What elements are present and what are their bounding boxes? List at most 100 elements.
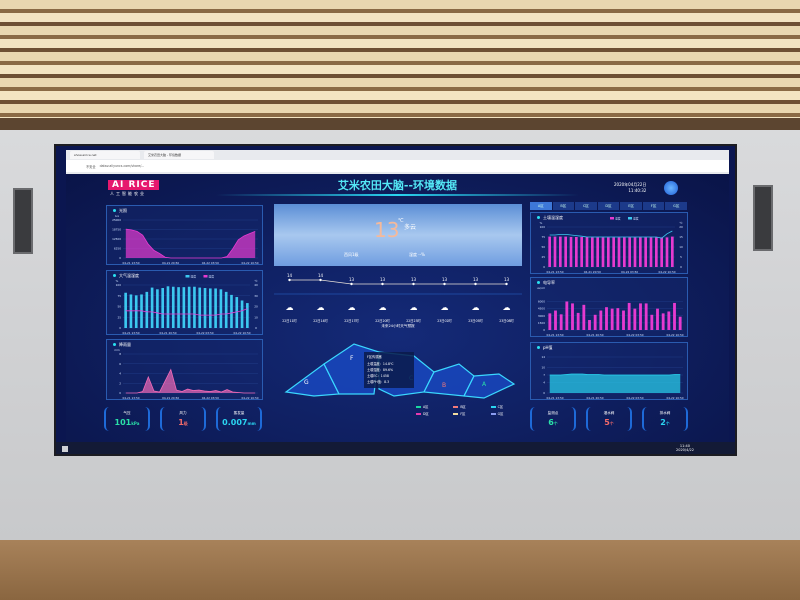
zone-tab[interactable]: G区: [665, 202, 689, 210]
bar: [193, 286, 196, 328]
zone-tab[interactable]: D区: [597, 202, 621, 210]
x-tick-label: 04-21 13:50: [546, 333, 563, 337]
forecast-point: [505, 282, 508, 286]
x-tick-label: 04-21 20:50: [162, 396, 179, 400]
browser-chrome: show.airice.net 艾米农田大脑 - 环境数据 不安全 datav.a…: [66, 150, 729, 174]
series-line: [549, 373, 681, 376]
y-tick-label: 4500: [538, 307, 545, 311]
atmos-chart: 0 25 50 75 100% 0 10 20 30 40℃ 04-21 13:50 04-21 20…: [116, 275, 258, 336]
y2-tick-label: 40: [254, 283, 258, 287]
panel-ec: 电导率 0 1500 3000 4500 6000 us/cm 04-21 13:50 04-2…: [530, 277, 688, 337]
bar: [596, 237, 599, 267]
address-bar[interactable]: 不安全 datav.aliyuncs.com/share/...: [66, 160, 729, 172]
forecast-point: [474, 282, 477, 286]
bar: [660, 237, 663, 267]
x-tick-label: 04-22 03:50: [626, 333, 643, 337]
bar: [639, 303, 642, 330]
globe-icon: [664, 181, 678, 195]
bar: [655, 237, 658, 267]
bar: [240, 300, 244, 328]
x-tick-label: 04-21 20:50: [586, 333, 603, 337]
tooltip-line: 土壤温度：14.8℃: [367, 361, 394, 366]
weather-desc: 多云: [404, 224, 417, 231]
x-tick-label: 04-22 03:50: [202, 396, 219, 400]
y2-tick-label: 10: [679, 245, 683, 249]
datetime: 2020年04月22日 11:40:32: [614, 182, 646, 193]
stat-unit: 个: [609, 421, 614, 426]
forecast-time: 23日02时: [437, 318, 452, 323]
legend-swatch: [610, 217, 614, 220]
zone-tab[interactable]: A区: [530, 202, 553, 210]
forecast-temp: 14: [318, 273, 324, 278]
taskbar: 11:40 2020/4/22: [56, 442, 735, 454]
y-axis-unit: us/cm: [537, 286, 546, 290]
cloudy-icon: ☁: [348, 303, 356, 312]
bar: [601, 237, 605, 267]
y-tick-label: 2: [119, 381, 121, 385]
zone-a[interactable]: [463, 373, 516, 399]
bar: [580, 237, 583, 267]
legend-label: A区: [423, 405, 429, 409]
bar: [161, 288, 165, 328]
y-tick-label: 6000: [538, 300, 545, 304]
humidity-text: 湿度 --%: [409, 252, 425, 257]
y-tick-label: 50: [541, 245, 545, 249]
bar: [569, 237, 573, 267]
zone-tab[interactable]: F区: [642, 202, 666, 210]
stat-value-wrap: 101kPa: [106, 418, 148, 427]
bar: [627, 302, 631, 330]
stat-label: 灌水阀: [603, 411, 615, 415]
legend-swatch: [416, 412, 421, 415]
video-wall-screen: show.airice.net 艾米农田大脑 - 环境数据 不安全 datav.a…: [54, 144, 737, 456]
y2-tick-label: 15: [679, 235, 683, 239]
zone-tabs: A区 B区 C区 D区 E区 F区 G区: [530, 202, 689, 210]
forecast-chart: 14 ☁ 22日11时 14 ☁ 22日14时 13 ☁ 22日17时 13 ☁ 22日20时 13 ☁ 2…: [274, 273, 522, 323]
y-tick-label: 7: [543, 373, 545, 377]
zone-tab[interactable]: B区: [552, 202, 576, 210]
y-tick-label: 100: [116, 283, 122, 287]
panel-atmos: 大气温湿度 0 25 50 75 100% 0 10 20 30 40 ℃ 04-21 13:50 04-…: [106, 270, 263, 335]
browser-tab-active[interactable]: 艾米农田大脑 - 环境数据: [144, 151, 214, 159]
forecast-time: 22日11时: [282, 318, 297, 323]
legend-swatch: [185, 275, 190, 278]
y-tick-label: 10: [541, 365, 545, 369]
rain-chart: 0 2 4 6 8mm 04-21 13:50 04-21 20:50 04-22 03:50…: [114, 348, 258, 400]
bar: [607, 237, 610, 267]
ceiling-slats: [0, 0, 800, 128]
tooltip-line: 土壤湿度：89.6%: [367, 367, 393, 372]
browser-tab[interactable]: show.airice.net: [70, 151, 140, 159]
bar: [591, 237, 594, 267]
stat-card: 灌水阀 5个: [586, 407, 632, 431]
stat-value: 5: [604, 418, 610, 427]
bar: [605, 307, 608, 330]
forecast-temp: 13: [442, 277, 448, 282]
stat-value: 2: [660, 418, 666, 427]
panel-light: 光照 0 6250 12500 18750 25000 lux 04-21 13:50 04-2…: [106, 205, 263, 265]
legend-label: G区: [497, 412, 504, 416]
windows-start-icon[interactable]: [62, 446, 68, 452]
x-tick-label: 04-22 03:50: [196, 331, 213, 335]
legend-item: F区: [453, 411, 488, 416]
y-tick-label: 0: [543, 328, 545, 332]
bar: [571, 303, 574, 330]
x-tick-label: 04-22 10:50: [233, 331, 250, 335]
zone-tab[interactable]: E区: [620, 202, 643, 210]
stat-card: 监测点 6个: [530, 407, 576, 431]
y-tick-label: 50: [117, 305, 121, 309]
legend-swatch: [453, 405, 459, 408]
bar: [166, 286, 170, 328]
panel-title: 降雨量: [113, 342, 131, 348]
legend-label: 湿度: [615, 217, 621, 221]
stat-label: 气压: [123, 411, 131, 415]
stat-value-wrap: 0.007mm: [218, 418, 260, 427]
stat-value-wrap: 2个: [644, 418, 686, 427]
bar: [656, 308, 659, 330]
legend-swatch: [416, 405, 421, 408]
bar: [230, 294, 233, 328]
map-legend: A区 B区 C区 D区 F区 G区: [416, 404, 526, 416]
forecast-temp: 13: [380, 277, 386, 282]
bar: [633, 237, 637, 267]
stat-value: 1: [178, 418, 184, 427]
zone-tab[interactable]: C区: [575, 202, 598, 210]
stat-value: 0.007: [222, 418, 248, 427]
